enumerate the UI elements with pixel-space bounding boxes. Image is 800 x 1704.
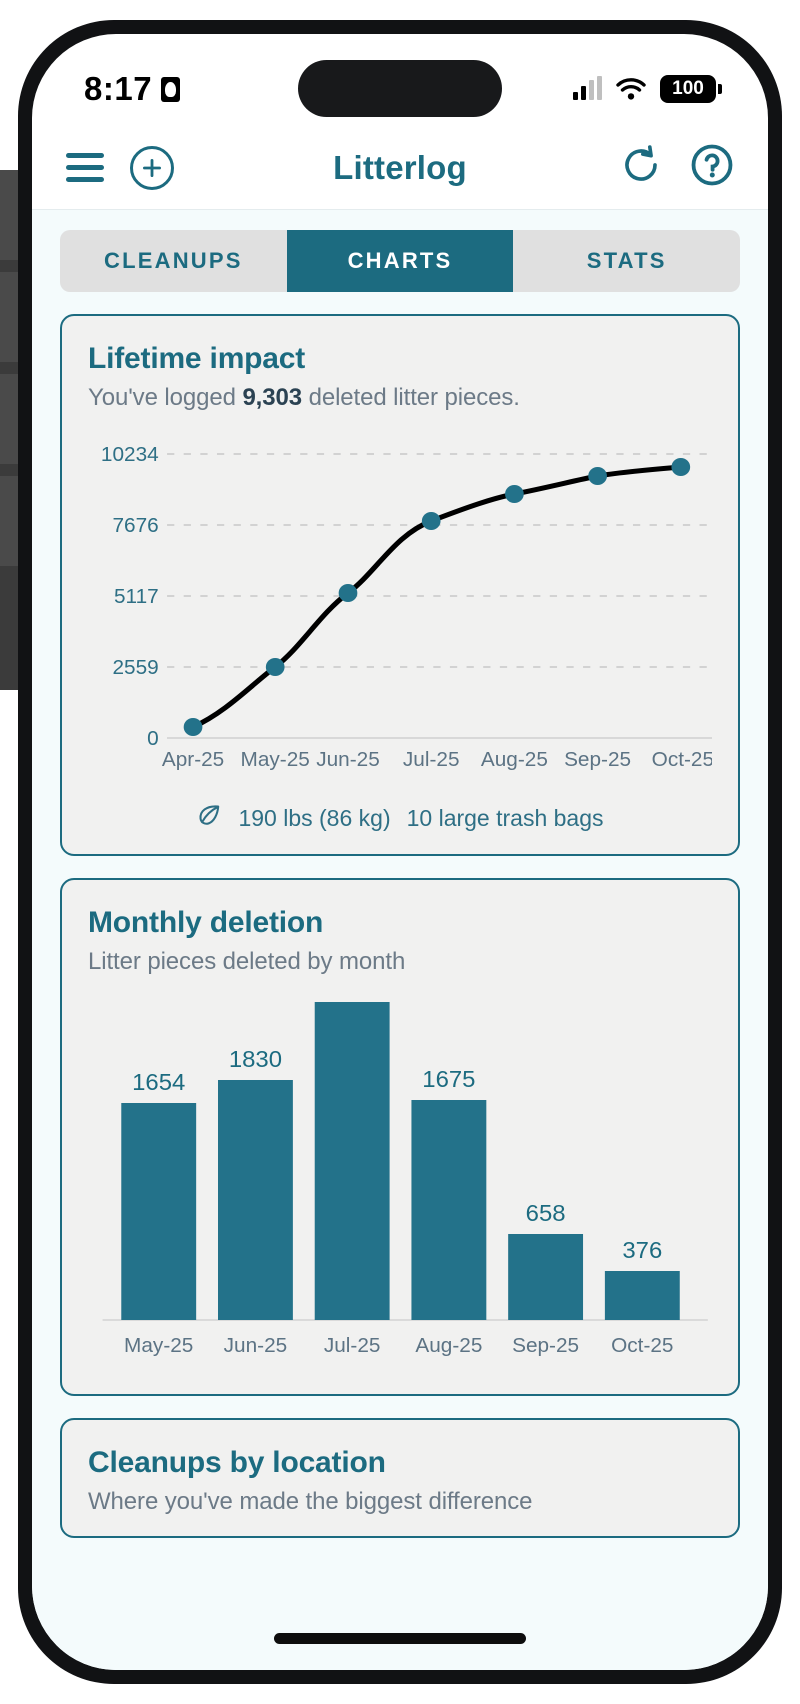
impact-weight: 190 lbs (86 kg) — [238, 804, 391, 831]
data-point-sep-25 — [588, 467, 607, 485]
hamburger-menu-icon[interactable] — [66, 153, 104, 182]
page-title: Litterlog — [333, 148, 467, 186]
subtitle-prefix: You've logged — [88, 384, 243, 411]
record-badge-icon — [161, 76, 181, 102]
phone-screen: 8:17 100 — [32, 34, 768, 1670]
card-cleanups-by-location: Cleanups by location Where you've made t… — [60, 1418, 740, 1538]
xtick-oct-25: Oct-25 — [652, 749, 712, 771]
monthly-deletion-subtitle: Litter pieces deleted by month — [88, 948, 406, 975]
app-header-actions — [620, 143, 734, 192]
impact-bags: 10 large trash bags — [406, 804, 604, 831]
battery-indicator: 100 — [660, 75, 722, 103]
xtick-jul-25: Jul-25 — [403, 749, 460, 771]
battery-percent: 100 — [672, 78, 704, 99]
lifetime-impact-subtitle: You've logged 9,303 deleted litter piece… — [88, 384, 712, 412]
barx-jul-25: Jul-25 — [324, 1335, 381, 1357]
line-series-markers — [183, 458, 691, 736]
gridlines — [167, 453, 712, 668]
cellular-signal-icon — [573, 76, 602, 100]
status-bar: 8:17 100 — [32, 34, 768, 126]
help-circle-icon[interactable] — [690, 143, 734, 192]
tab-bar-container: CLEANUPS CHARTS STATS — [32, 210, 768, 292]
ytick-2559: 2559 — [112, 657, 158, 679]
bar-label-may-25: 1654 — [132, 1069, 185, 1094]
card-monthly-deletion: Monthly deletion Litter pieces deleted b… — [60, 878, 740, 1396]
leaf-icon — [196, 802, 222, 834]
barx-aug-25: Aug-25 — [415, 1335, 482, 1357]
bar-sep-25 — [508, 1234, 584, 1320]
bar-jul-25 — [314, 1002, 390, 1320]
barx-oct-25: Oct-25 — [611, 1335, 673, 1357]
xtick-jun-25: Jun-25 — [316, 749, 380, 771]
tab-stats[interactable]: STATS — [586, 248, 667, 273]
ytick-5117: 5117 — [114, 586, 159, 608]
barx-jun-25: Jun-25 — [224, 1335, 288, 1357]
cleanups-location-subtitle: Where you've made the biggest difference — [88, 1488, 533, 1515]
data-point-jun-25 — [338, 584, 358, 602]
xtick-sep-25: Sep-25 — [564, 749, 631, 771]
cleanups-location-title: Cleanups by location — [88, 1446, 386, 1479]
data-point-jul-25 — [421, 512, 441, 530]
line-series-path — [190, 464, 684, 730]
dynamic-island — [298, 60, 502, 117]
monthly-deletion-bar-chart[interactable]: 1654 1830 2456 1675 658 376 May-25 Jun-2… — [88, 1002, 712, 1374]
bar-label-sep-25: 658 — [526, 1200, 566, 1225]
app-header: Litterlog — [32, 126, 768, 210]
wifi-icon — [616, 78, 646, 100]
data-point-apr-25 — [183, 718, 203, 736]
xtick-may-25: May-25 — [241, 749, 310, 771]
ytick-0: 0 — [147, 728, 159, 750]
barx-may-25: May-25 — [124, 1335, 193, 1357]
barx-sep-25: Sep-25 — [512, 1335, 579, 1357]
bar-label-jun-25: 1830 — [229, 1046, 282, 1071]
ytick-10234: 10234 — [101, 444, 159, 466]
phone-frame: 8:17 100 — [18, 20, 782, 1684]
subtitle-count: 9,303 — [242, 384, 302, 411]
xtick-apr-25: Apr-25 — [162, 749, 224, 771]
bar-label-aug-25: 1675 — [422, 1066, 475, 1091]
bar-value-labels: 1654 1830 2456 1675 658 376 — [132, 1046, 662, 1262]
plus-circle-icon[interactable] — [130, 145, 174, 190]
refresh-icon[interactable] — [620, 144, 662, 191]
status-bar-indicators: 100 — [573, 75, 722, 103]
data-point-oct-25 — [671, 458, 691, 476]
status-bar-time-group: 8:17 — [84, 70, 181, 108]
bar-label-oct-25: 376 — [622, 1237, 662, 1262]
home-indicator[interactable] — [274, 1633, 526, 1644]
ytick-7676: 7676 — [112, 515, 158, 537]
data-point-aug-25 — [505, 485, 524, 503]
bar-aug-25 — [411, 1100, 487, 1320]
charts-scroll-area[interactable]: Lifetime impact You've logged 9,303 dele… — [32, 292, 768, 1670]
tab-bar: CLEANUPS CHARTS STATS — [60, 230, 740, 292]
card-lifetime-impact: Lifetime impact You've logged 9,303 dele… — [60, 314, 740, 856]
tab-cleanups[interactable]: CLEANUPS — [104, 248, 243, 273]
bar-oct-25 — [604, 1271, 680, 1320]
bar-x-labels: May-25 Jun-25 Jul-25 Aug-25 Sep-25 Oct-2… — [124, 1335, 673, 1357]
bar-may-25 — [121, 1103, 197, 1320]
tab-charts[interactable]: CHARTS — [286, 230, 514, 292]
bars — [121, 1002, 680, 1320]
lifetime-impact-line-chart[interactable]: 10234 7676 5117 2559 0 — [88, 426, 712, 786]
monthly-deletion-title: Monthly deletion — [88, 906, 324, 939]
status-bar-time: 8:17 — [84, 70, 153, 107]
xtick-aug-25: Aug-25 — [481, 749, 548, 771]
lifetime-impact-footer: 190 lbs (86 kg) 10 large trash bags — [88, 802, 712, 834]
lifetime-impact-title: Lifetime impact — [88, 342, 306, 375]
subtitle-suffix: deleted litter pieces. — [302, 384, 520, 411]
data-point-may-25 — [265, 658, 285, 676]
bar-jun-25 — [218, 1080, 293, 1320]
